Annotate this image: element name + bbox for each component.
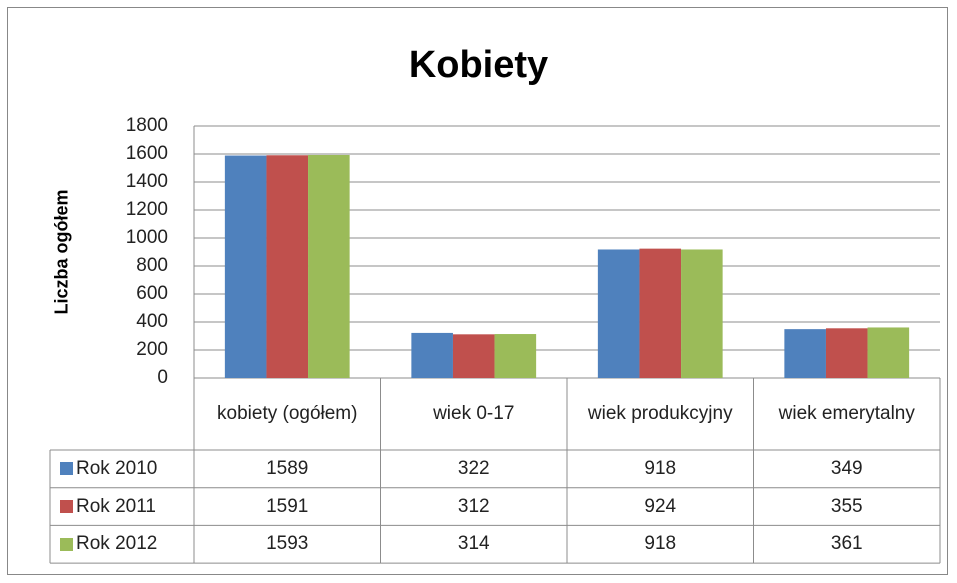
category-label: wiek emerytalny (778, 403, 915, 425)
table-value: 349 (830, 457, 863, 479)
table-value: 314 (457, 533, 490, 555)
bar (308, 154, 350, 378)
y-tick-label: 0 (157, 367, 168, 388)
chart-title: Kobiety (408, 44, 549, 86)
bar (266, 155, 309, 378)
y-tick-label: 1800 (125, 115, 168, 136)
bar (597, 249, 640, 378)
table-value: 1593 (266, 533, 309, 555)
category-label: wiek produkcyjny (587, 403, 733, 425)
y-tick-label: 600 (136, 283, 168, 304)
table-value: 355 (830, 495, 863, 517)
legend-entry: Rok 2011 (50, 488, 194, 526)
bar (452, 334, 495, 378)
table-value: 361 (830, 533, 863, 555)
legend-entry: Rok 2012 (50, 525, 194, 563)
bar (639, 248, 682, 378)
y-tick-label: 1400 (125, 171, 168, 192)
legend-swatch (60, 500, 73, 514)
bar (784, 329, 826, 378)
y-tick-label: 1000 (125, 227, 168, 248)
y-tick-label: 200 (136, 339, 168, 360)
y-tick-label: 1600 (125, 143, 168, 164)
legend-swatch (60, 462, 73, 476)
bar (825, 328, 868, 378)
chart-frame (7, 7, 948, 575)
category-label: wiek 0-17 (433, 403, 515, 425)
table-value: 1591 (266, 495, 309, 517)
bar (494, 334, 537, 378)
table-value: 1589 (266, 457, 309, 479)
bar (867, 327, 910, 378)
legend-label: Rok 2012 (76, 533, 158, 555)
category-label: kobiety (ogółem) (217, 403, 358, 425)
table-value: 312 (457, 495, 490, 517)
bar (224, 155, 267, 378)
y-tick-label: 400 (136, 311, 168, 332)
legend-label: Rok 2010 (76, 457, 158, 479)
table-value: 924 (644, 495, 677, 517)
legend-swatch (60, 537, 73, 551)
bar (411, 332, 453, 378)
bar (681, 249, 723, 378)
y-tick-label: 800 (136, 255, 168, 276)
table-value: 918 (644, 533, 677, 555)
table-value: 918 (644, 457, 677, 479)
y-axis-label: Liczba ogółem (51, 189, 72, 315)
table-value: 322 (457, 457, 490, 479)
legend-entry: Rok 2010 (50, 450, 194, 488)
y-tick-label: 1200 (125, 199, 168, 220)
legend-label: Rok 2011 (76, 495, 156, 517)
